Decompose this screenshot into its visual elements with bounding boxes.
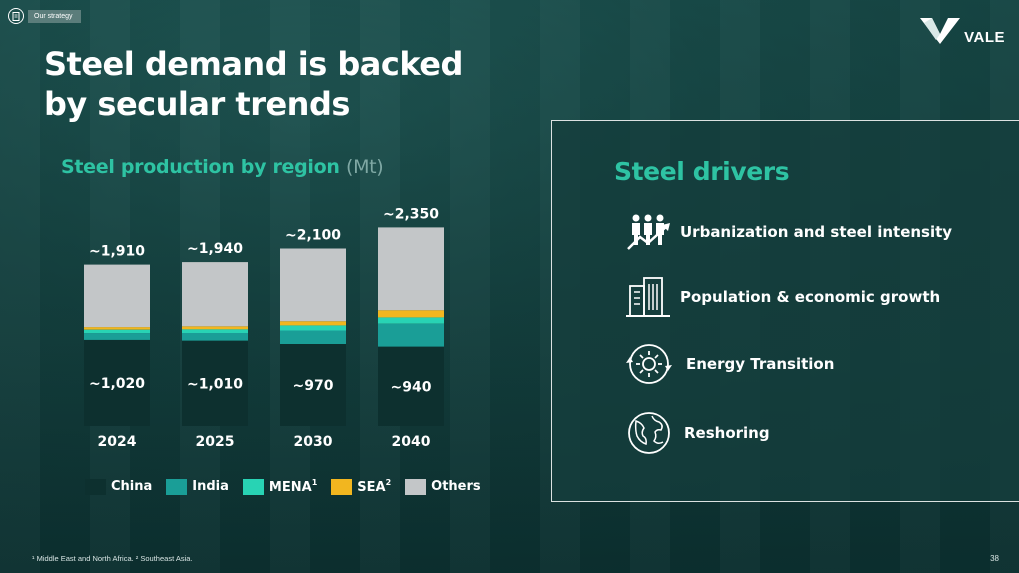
- bar-segment-others-2024: [84, 264, 150, 328]
- page-title: Steel demand is backed by secular trends: [44, 44, 524, 124]
- china-value-label-2030: ~970: [293, 378, 334, 394]
- driver-label: Urbanization and steel intensity: [680, 223, 953, 241]
- bar-segment-sea-2024: [84, 327, 150, 330]
- legend-item-china: China: [85, 478, 153, 495]
- bar-segment-sea-2025: [182, 326, 248, 330]
- bar-segment-sea-2040: [378, 310, 444, 318]
- urbanization-icon: [627, 214, 670, 250]
- x-tick-label-2025: 2025: [196, 434, 235, 450]
- bar-segment-india-2025: [182, 333, 248, 341]
- logo-text: VALE: [964, 29, 1005, 46]
- steel-production-chart: ~1,910 ~1,020 2024 ~1,940 ~1,010 2025 ~2,100 ~9…: [84, 206, 444, 450]
- bar-segment-others-2040: [378, 227, 444, 311]
- legend-label: India: [192, 479, 229, 494]
- chart-title-unit: (Mt): [345, 156, 384, 178]
- steel-drivers-panel: Steel drivers Urbanization and steel int…: [551, 120, 1019, 502]
- legend-label: China: [111, 479, 153, 494]
- chart-legend: China India MENA1 SEA2 Others: [85, 478, 495, 495]
- driver-label: Reshoring: [684, 424, 770, 442]
- legend-swatch: [242, 478, 264, 495]
- legend-label: MENA1: [268, 478, 318, 495]
- bar-segment-china-2025: [182, 340, 248, 426]
- total-label-2024: ~1,910: [89, 244, 145, 260]
- driver-energy: Energy Transition: [624, 343, 834, 385]
- driver-population: Population & economic growth: [624, 276, 940, 318]
- bar-segment-india-2024: [84, 333, 150, 340]
- bar-segment-china-2024: [84, 339, 150, 426]
- bar-segment-india-2030: [280, 330, 346, 344]
- legend-item-others: Others: [405, 478, 481, 495]
- legend-item-mena: MENA1: [242, 478, 318, 495]
- legend-label: SEA2: [357, 478, 392, 495]
- drivers-title: Steel drivers: [614, 157, 790, 186]
- bar-segment-mena-2030: [280, 325, 346, 331]
- legend-footnote-marker: 1: [311, 478, 318, 487]
- section-badge-label: Our strategy: [28, 9, 81, 23]
- legend-swatch: [166, 478, 188, 495]
- driver-label: Energy Transition: [686, 355, 835, 373]
- energy-transition-icon: [626, 344, 672, 384]
- legend-footnote-marker: 2: [385, 478, 392, 487]
- driver-label: Population & economic growth: [680, 288, 941, 306]
- total-label-2040: ~2,350: [383, 206, 439, 222]
- footnote: ¹ Middle East and North Africa. ² Southe…: [32, 554, 193, 563]
- driver-urbanization: Urbanization and steel intensity: [626, 213, 952, 251]
- section-badge: Our strategy: [8, 8, 81, 24]
- bar-segment-others-2030: [280, 248, 346, 322]
- x-tick-label-2030: 2030: [294, 434, 333, 450]
- x-tick-label-2024: 2024: [98, 434, 137, 450]
- bar-segment-others-2025: [182, 262, 248, 327]
- total-label-2030: ~2,100: [285, 228, 341, 244]
- legend-label: Others: [431, 479, 481, 494]
- bar-segment-mena-2025: [182, 329, 248, 333]
- page-number: 38: [990, 554, 999, 563]
- vale-logo: VALE: [918, 14, 1005, 46]
- bar-segment-india-2040: [378, 323, 444, 347]
- chart-title-text: Steel production by region: [61, 156, 340, 178]
- title-line-2: by secular trends: [44, 85, 350, 123]
- china-value-label-2024: ~1,020: [89, 376, 145, 392]
- vale-logo-icon: [920, 18, 961, 44]
- buildings-icon: [626, 277, 670, 317]
- globe-icon: [628, 412, 670, 454]
- china-value-label-2025: ~1,010: [187, 376, 243, 392]
- title-line-1: Steel demand is backed: [44, 45, 463, 83]
- total-label-2025: ~1,940: [187, 241, 243, 257]
- china-value-label-2040: ~940: [391, 379, 432, 395]
- bar-segment-mena-2024: [84, 329, 150, 334]
- bar-segment-china-2030: [280, 344, 346, 426]
- legend-swatch: [85, 478, 106, 495]
- bar-segment-mena-2040: [378, 317, 444, 324]
- legend-item-india: India: [166, 478, 229, 495]
- bar-segment-china-2040: [378, 346, 444, 426]
- legend-swatch: [405, 478, 427, 495]
- driver-reshoring: Reshoring: [626, 411, 770, 455]
- chart-title: Steel production by region (Mt): [61, 156, 384, 178]
- strategy-icon: [8, 8, 24, 24]
- bar-segment-sea-2030: [280, 321, 346, 326]
- legend-item-sea: SEA2: [331, 478, 391, 495]
- x-tick-label-2040: 2040: [392, 434, 431, 450]
- legend-swatch: [331, 478, 353, 495]
